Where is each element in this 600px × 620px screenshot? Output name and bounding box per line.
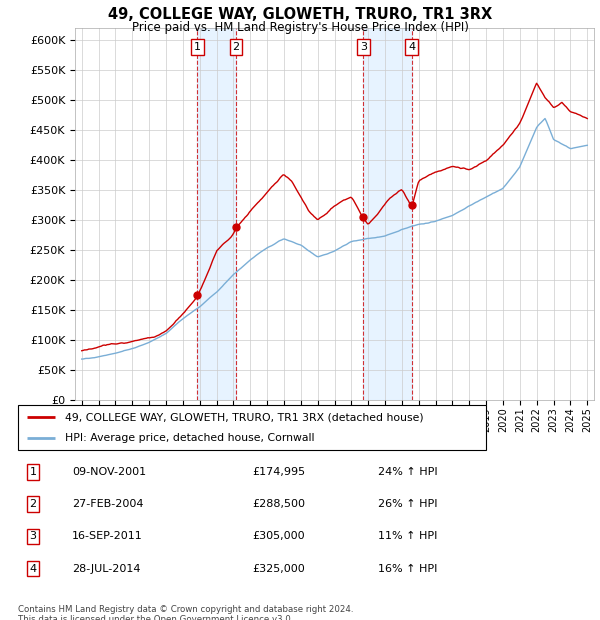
Text: £325,000: £325,000 [252, 564, 305, 574]
Text: 4: 4 [29, 564, 37, 574]
Text: 16-SEP-2011: 16-SEP-2011 [72, 531, 143, 541]
Bar [364, 28, 412, 400]
Text: 1: 1 [194, 42, 201, 52]
Text: 4: 4 [408, 42, 415, 52]
Text: 3: 3 [29, 531, 37, 541]
Text: 3: 3 [360, 42, 367, 52]
Text: 1: 1 [29, 467, 37, 477]
Text: 11% ↑ HPI: 11% ↑ HPI [378, 531, 437, 541]
Text: 09-NOV-2001: 09-NOV-2001 [72, 467, 146, 477]
Text: 28-JUL-2014: 28-JUL-2014 [72, 564, 140, 574]
Text: £288,500: £288,500 [252, 499, 305, 509]
Text: £305,000: £305,000 [252, 531, 305, 541]
Text: 49, COLLEGE WAY, GLOWETH, TRURO, TR1 3RX: 49, COLLEGE WAY, GLOWETH, TRURO, TR1 3RX [108, 7, 492, 22]
Text: Price paid vs. HM Land Registry's House Price Index (HPI): Price paid vs. HM Land Registry's House … [131, 21, 469, 34]
Text: 16% ↑ HPI: 16% ↑ HPI [378, 564, 437, 574]
Text: 2: 2 [233, 42, 239, 52]
Text: 49, COLLEGE WAY, GLOWETH, TRURO, TR1 3RX (detached house): 49, COLLEGE WAY, GLOWETH, TRURO, TR1 3RX… [65, 412, 424, 422]
Bar [197, 28, 236, 400]
Text: 24% ↑ HPI: 24% ↑ HPI [378, 467, 437, 477]
Text: £174,995: £174,995 [252, 467, 305, 477]
Text: HPI: Average price, detached house, Cornwall: HPI: Average price, detached house, Corn… [65, 433, 314, 443]
Text: 2: 2 [29, 499, 37, 509]
FancyBboxPatch shape [18, 405, 486, 450]
Text: 26% ↑ HPI: 26% ↑ HPI [378, 499, 437, 509]
Text: 27-FEB-2004: 27-FEB-2004 [72, 499, 143, 509]
Text: Contains HM Land Registry data © Crown copyright and database right 2024.
This d: Contains HM Land Registry data © Crown c… [18, 604, 353, 620]
